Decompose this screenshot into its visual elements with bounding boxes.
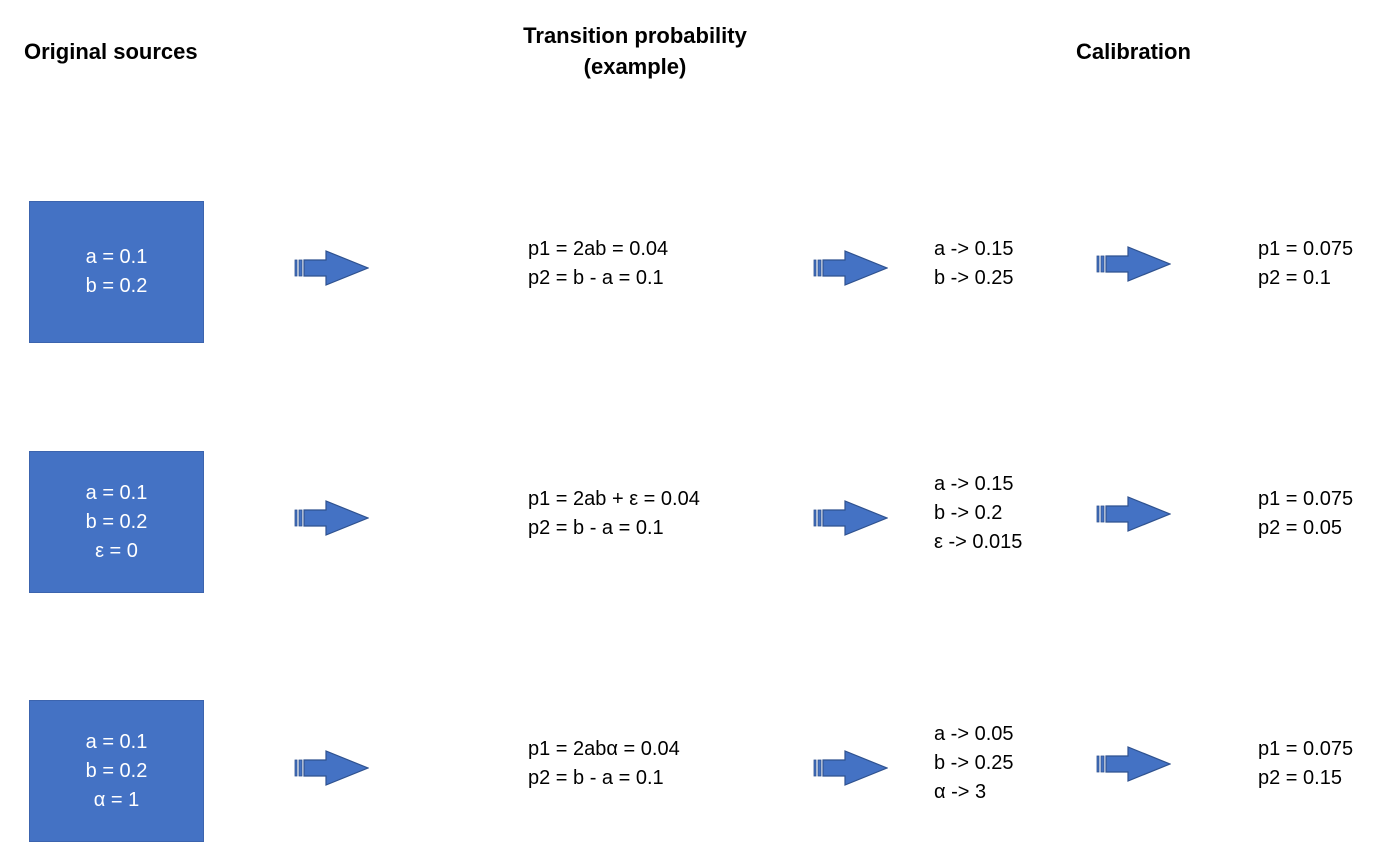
source-row3-line1: a = 0.1	[85, 730, 148, 753]
transition-row2-line2: p2 = b - a = 0.1	[528, 517, 664, 539]
result-row2-line2: p2 = 0.05	[1258, 517, 1342, 539]
calibration-row2-line3: ε -> 0.015	[934, 531, 1023, 553]
source-row2-line2: b = 0.2	[85, 510, 148, 533]
heading-transition-probability: Transition probability (example)	[509, 20, 761, 82]
result-row3-line1: p1 = 0.075	[1258, 738, 1354, 760]
arrow-icon	[813, 250, 888, 286]
heading-transition-line2: (example)	[583, 54, 687, 79]
result-row3: p1 = 0.075 p2 = 0.15	[1258, 735, 1353, 793]
calibration-row2-line2: b -> 0.2	[934, 502, 1003, 524]
calibration-row3-line3: α -> 3	[934, 781, 987, 803]
source-box-row1: a = 0.1 b = 0.2	[29, 201, 204, 343]
calibration-row2-line1: a -> 0.15	[934, 473, 1014, 495]
arrow-icon	[813, 750, 888, 786]
source-row2-line1: a = 0.1	[85, 481, 148, 504]
arrow-icon	[1096, 746, 1171, 782]
source-row3-line2: b = 0.2	[85, 759, 148, 782]
transition-row3-line2: p2 = b - a = 0.1	[528, 767, 664, 789]
source-row2-line3: ε = 0	[95, 539, 138, 562]
arrow-icon	[813, 500, 888, 536]
result-row2: p1 = 0.075 p2 = 0.05	[1258, 485, 1353, 543]
source-box-row3: a = 0.1 b = 0.2 α = 1	[29, 700, 204, 842]
arrow-icon	[294, 250, 369, 286]
calibration-row1: a -> 0.15 b -> 0.25	[934, 235, 1014, 293]
result-row1: p1 = 0.075 p2 = 0.1	[1258, 235, 1353, 293]
result-row1-line1: p1 = 0.075	[1258, 238, 1354, 260]
arrow-icon	[294, 500, 369, 536]
arrow-icon	[1096, 496, 1171, 532]
source-row3-line3: α = 1	[93, 788, 140, 811]
transition-row1-line1: p1 = 2ab = 0.04	[528, 238, 669, 260]
result-row3-line2: p2 = 0.15	[1258, 767, 1342, 789]
transition-row3-line1: p1 = 2abα = 0.04	[528, 738, 680, 760]
heading-transition-line1: Transition probability	[523, 23, 747, 48]
result-row2-line1: p1 = 0.075	[1258, 488, 1354, 510]
transition-row1: p1 = 2ab = 0.04 p2 = b - a = 0.1	[528, 235, 668, 293]
result-row1-line2: p2 = 0.1	[1258, 267, 1331, 289]
calibration-row1-line1: a -> 0.15	[934, 238, 1014, 260]
calibration-row3-line2: b -> 0.25	[934, 752, 1014, 774]
transition-row1-line2: p2 = b - a = 0.1	[528, 267, 664, 289]
source-row1-line1: a = 0.1	[85, 246, 148, 268]
calibration-row3-line1: a -> 0.05	[934, 723, 1014, 745]
transition-row2: p1 = 2ab + ε = 0.04 p2 = b - a = 0.1	[528, 485, 700, 543]
source-box-row2: a = 0.1 b = 0.2 ε = 0	[29, 451, 204, 593]
transition-row2-line1: p1 = 2ab + ε = 0.04	[528, 488, 700, 510]
arrow-icon	[294, 750, 369, 786]
calibration-row3: a -> 0.05 b -> 0.25 α -> 3	[934, 720, 1014, 807]
calibration-row1-line2: b -> 0.25	[934, 267, 1014, 289]
transition-row3: p1 = 2abα = 0.04 p2 = b - a = 0.1	[528, 735, 680, 793]
arrow-icon	[1096, 246, 1171, 282]
heading-original-sources: Original sources	[24, 39, 198, 64]
heading-calibration: Calibration	[1076, 39, 1191, 64]
source-row1-line2: b = 0.2	[85, 275, 148, 297]
calibration-row2: a -> 0.15 b -> 0.2 ε -> 0.015	[934, 470, 1022, 557]
